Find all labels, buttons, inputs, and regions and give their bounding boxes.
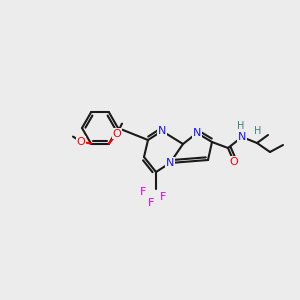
Text: N: N <box>166 158 174 168</box>
Text: N: N <box>238 132 246 142</box>
Text: F: F <box>148 198 154 208</box>
Text: H: H <box>254 126 262 136</box>
Text: H: H <box>237 121 245 131</box>
Text: F: F <box>160 192 166 202</box>
Text: N: N <box>193 128 201 138</box>
Text: F: F <box>140 187 146 197</box>
Text: O: O <box>76 136 85 147</box>
Text: O: O <box>230 157 238 167</box>
Text: N: N <box>158 126 166 136</box>
Text: O: O <box>112 129 122 139</box>
